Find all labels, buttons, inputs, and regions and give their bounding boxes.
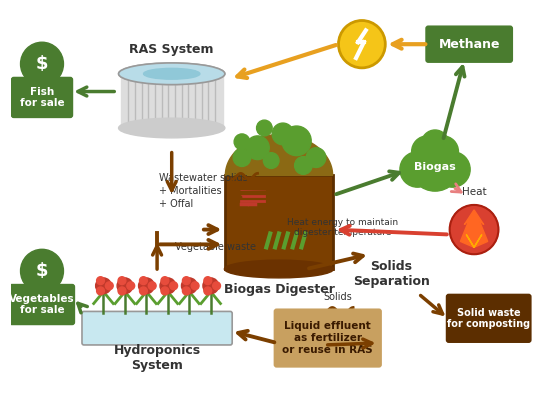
Text: Solids: Solids xyxy=(323,292,352,302)
Text: + Mortalities: + Mortalities xyxy=(159,186,222,196)
FancyBboxPatch shape xyxy=(425,26,513,63)
Circle shape xyxy=(105,282,113,290)
Text: Liquid effluent
as fertilizer
or reuse in RAS: Liquid effluent as fertilizer or reuse i… xyxy=(282,322,373,355)
Ellipse shape xyxy=(119,63,225,85)
Polygon shape xyxy=(121,74,223,128)
Ellipse shape xyxy=(225,260,334,278)
Text: Wastewater solids: Wastewater solids xyxy=(159,173,248,183)
Circle shape xyxy=(282,126,311,156)
Circle shape xyxy=(161,277,169,285)
Circle shape xyxy=(264,153,279,168)
Polygon shape xyxy=(466,234,482,247)
Circle shape xyxy=(97,287,104,295)
Text: Biogas Digester: Biogas Digester xyxy=(223,283,334,296)
Circle shape xyxy=(422,130,449,158)
Text: Hydroponics
System: Hydroponics System xyxy=(114,344,200,372)
Text: Solids
Separation: Solids Separation xyxy=(352,260,429,288)
Circle shape xyxy=(139,287,147,295)
Text: + Offal: + Offal xyxy=(159,199,193,209)
Circle shape xyxy=(427,136,458,168)
Circle shape xyxy=(295,157,312,174)
Circle shape xyxy=(139,277,147,285)
FancyBboxPatch shape xyxy=(9,284,75,325)
Circle shape xyxy=(204,277,212,285)
Circle shape xyxy=(203,278,219,294)
Polygon shape xyxy=(225,135,333,175)
Circle shape xyxy=(204,287,212,295)
Text: $: $ xyxy=(36,55,48,73)
Polygon shape xyxy=(461,210,488,247)
Text: Fish
for sale: Fish for sale xyxy=(20,87,64,108)
Circle shape xyxy=(306,148,326,168)
Circle shape xyxy=(118,277,126,285)
Circle shape xyxy=(412,136,443,168)
Circle shape xyxy=(234,134,250,150)
Circle shape xyxy=(161,287,169,295)
Circle shape xyxy=(435,152,470,187)
Text: Solid waste
for composting: Solid waste for composting xyxy=(447,308,530,329)
Circle shape xyxy=(118,287,126,295)
Circle shape xyxy=(148,282,156,290)
Text: RAS System: RAS System xyxy=(130,43,214,56)
Circle shape xyxy=(212,282,221,290)
Text: Vegetables
for sale: Vegetables for sale xyxy=(9,294,75,315)
Circle shape xyxy=(160,278,176,294)
Circle shape xyxy=(233,149,251,166)
Ellipse shape xyxy=(143,68,200,79)
Polygon shape xyxy=(225,175,333,269)
Circle shape xyxy=(256,120,272,136)
FancyBboxPatch shape xyxy=(82,312,232,345)
Text: $: $ xyxy=(36,262,48,280)
Text: Heat energy to maintain
digester temperature: Heat energy to maintain digester tempera… xyxy=(287,218,398,237)
Circle shape xyxy=(117,278,133,294)
Circle shape xyxy=(450,205,498,254)
Circle shape xyxy=(272,123,294,145)
Circle shape xyxy=(20,249,64,293)
Ellipse shape xyxy=(119,118,225,138)
Text: Vegetable waste: Vegetable waste xyxy=(175,242,256,252)
Circle shape xyxy=(182,278,197,294)
Circle shape xyxy=(339,20,385,68)
Circle shape xyxy=(410,140,461,191)
Circle shape xyxy=(96,278,111,294)
Circle shape xyxy=(246,136,269,160)
FancyBboxPatch shape xyxy=(273,308,382,368)
Text: Liquid: Liquid xyxy=(323,355,352,365)
Circle shape xyxy=(191,282,199,290)
Circle shape xyxy=(182,277,191,285)
Circle shape xyxy=(170,282,177,290)
FancyBboxPatch shape xyxy=(11,77,73,118)
Text: Biogas: Biogas xyxy=(414,162,456,172)
Ellipse shape xyxy=(120,64,224,84)
Circle shape xyxy=(138,278,154,294)
Circle shape xyxy=(20,42,64,86)
FancyBboxPatch shape xyxy=(446,294,531,343)
Circle shape xyxy=(97,277,104,285)
Ellipse shape xyxy=(119,63,225,85)
Circle shape xyxy=(127,282,135,290)
Circle shape xyxy=(400,152,435,187)
Circle shape xyxy=(182,287,191,295)
Text: Methane: Methane xyxy=(439,38,500,51)
Text: Heat: Heat xyxy=(462,187,486,197)
